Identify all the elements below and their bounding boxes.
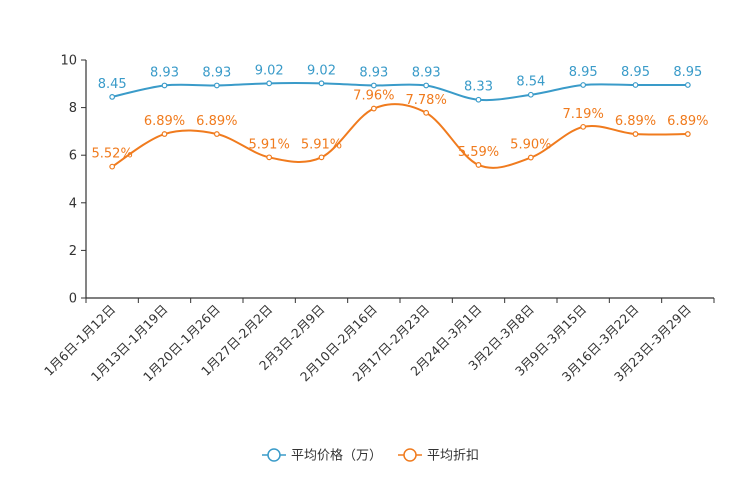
data-label-discount: 5.52% — [92, 147, 133, 162]
data-label-price: 8.95 — [621, 65, 650, 80]
point-price — [370, 82, 377, 89]
point-discount — [475, 162, 482, 168]
point-price — [684, 82, 691, 88]
data-label-price: 8.95 — [569, 65, 598, 80]
data-label-price: 8.93 — [202, 65, 231, 80]
data-label-discount: 6.89% — [615, 114, 656, 129]
data-label-price: 9.02 — [255, 63, 284, 78]
legend-marker — [403, 448, 417, 462]
point-discount — [109, 163, 116, 170]
legend-label: 平均折扣 — [427, 449, 479, 464]
point-discount — [527, 154, 534, 161]
data-label-price: 8.54 — [516, 75, 545, 90]
y-tick-label: 4 — [69, 196, 77, 211]
y-tick-label: 10 — [60, 54, 77, 69]
data-label-price: 8.93 — [359, 65, 388, 80]
data-label-price: 8.95 — [673, 65, 702, 80]
point-price — [580, 82, 587, 88]
data-label-discount: 5.91% — [301, 137, 342, 152]
data-label-price: 8.33 — [464, 80, 493, 95]
point-discount — [423, 109, 430, 116]
data-label-discount: 6.89% — [196, 114, 237, 129]
point-price — [318, 80, 325, 87]
point-discount — [266, 154, 273, 161]
point-discount — [632, 131, 639, 137]
data-label-price: 8.93 — [412, 65, 441, 80]
legend-item-price: 平均价格（万） — [262, 448, 382, 464]
legend-label: 平均价格（万） — [291, 448, 382, 464]
legend-marker — [267, 448, 281, 462]
point-price — [632, 82, 639, 88]
point-price — [266, 80, 273, 87]
point-price — [109, 93, 116, 100]
data-label-discount: 7.78% — [406, 93, 447, 108]
legend-item-discount: 平均折扣 — [398, 448, 479, 464]
point-discount — [161, 131, 168, 137]
data-label-discount: 7.19% — [563, 107, 604, 122]
series-layer — [109, 80, 691, 170]
data-label-price: 8.45 — [98, 77, 127, 92]
data-labels: 8.45 8.93 8.93 9.02 9.02 8.93 8.93 8.33 8.54 8.95… — [92, 63, 709, 161]
data-label-discount: 5.90% — [510, 138, 551, 153]
series-line-price — [111, 82, 688, 102]
data-label-discount: 5.91% — [249, 137, 290, 152]
data-label-discount: 6.89% — [667, 114, 708, 129]
data-label-price: 8.93 — [150, 65, 179, 80]
data-label-price: 9.02 — [307, 63, 336, 78]
point-price — [423, 82, 430, 89]
point-price — [527, 91, 534, 98]
point-price — [213, 82, 220, 89]
point-price — [161, 82, 168, 89]
data-label-discount: 7.96% — [353, 89, 394, 104]
legend: 平均价格（万） 平均折扣 — [262, 448, 479, 464]
point-discount — [684, 131, 691, 137]
point-discount — [213, 131, 220, 137]
y-tick-label: 0 — [69, 292, 77, 307]
y-tick-label: 8 — [69, 101, 77, 116]
point-discount — [370, 105, 377, 112]
data-label-discount: 6.89% — [144, 114, 185, 129]
point-discount — [580, 123, 587, 130]
y-tick-label: 6 — [69, 149, 77, 164]
y-tick-label: 2 — [69, 244, 77, 259]
point-discount — [318, 154, 325, 161]
data-label-discount: 5.59% — [458, 145, 499, 160]
point-price — [475, 96, 482, 103]
